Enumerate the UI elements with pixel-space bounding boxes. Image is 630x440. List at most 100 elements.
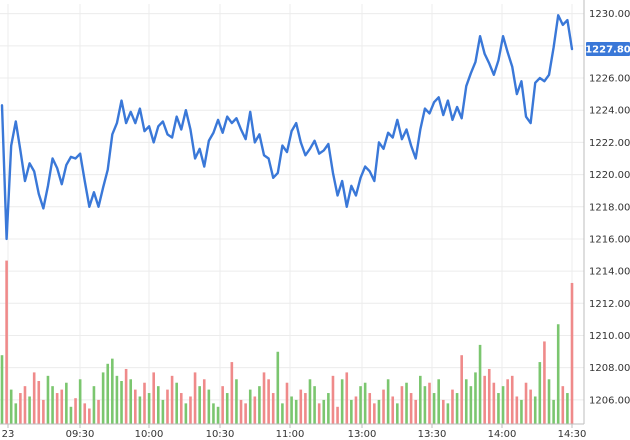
volume-bar — [359, 386, 362, 424]
volume-bar — [382, 389, 385, 424]
y-tick-label: 1214.00 — [589, 267, 630, 278]
volume-bar — [78, 379, 82, 424]
y-tick-label: 1222.00 — [589, 138, 630, 149]
volume-bar — [313, 386, 316, 424]
volume-bar — [308, 379, 312, 424]
volume-bar — [9, 389, 13, 424]
volume-bar — [547, 379, 551, 424]
volume-bar — [51, 386, 54, 424]
volume-bar — [533, 396, 537, 424]
volume-bar — [55, 393, 59, 424]
volume-bar — [134, 389, 137, 424]
volume-bar — [258, 386, 261, 424]
volume-bar — [285, 382, 289, 424]
y-tick-label: 1216.00 — [589, 234, 630, 245]
y-tick-label: 1208.00 — [589, 363, 630, 374]
volume-bar — [244, 403, 247, 424]
volume-bar — [464, 379, 468, 424]
volume-bar — [65, 382, 68, 424]
volume-bar — [566, 393, 569, 424]
volume-bar — [230, 362, 234, 424]
volume-bar — [28, 396, 31, 424]
volume-bar — [483, 375, 486, 424]
volume-bar — [239, 399, 243, 424]
volume-bar — [193, 372, 197, 424]
volume-bar — [37, 381, 41, 424]
volume-bar — [469, 386, 473, 424]
volume-bar — [101, 372, 105, 424]
volume-bar — [510, 375, 514, 424]
volume-bar — [506, 379, 509, 424]
volume-bar — [497, 393, 500, 424]
volume-bar — [327, 393, 330, 424]
last-price-badge — [586, 42, 630, 57]
volume-bar — [248, 389, 252, 424]
volume-bar — [350, 399, 353, 424]
y-tick-label: 1212.00 — [589, 299, 630, 310]
volume-bar — [138, 396, 142, 424]
volume-bar — [400, 386, 404, 424]
y-tick-label: 1218.00 — [589, 202, 630, 213]
last-price-badge-group: 1227.80 — [585, 42, 630, 57]
volume-bar — [152, 372, 155, 424]
price-line — [0, 14, 574, 241]
x-tick-label: 23 — [2, 429, 15, 440]
y-tick-label: 1220.00 — [589, 170, 630, 181]
volume-bar — [322, 399, 326, 424]
volume-bar — [115, 375, 119, 424]
volume-bar — [432, 393, 436, 424]
volume-bar — [345, 372, 349, 424]
volume-bar — [455, 393, 459, 424]
volume-bar — [216, 406, 220, 424]
volume-bar — [253, 396, 257, 424]
y-tick-labels: 1230.001228.001226.001224.001222.001220.… — [589, 9, 630, 406]
x-tick-label: 10:30 — [206, 429, 235, 440]
volume-bar — [161, 399, 165, 424]
volume-bar — [529, 389, 532, 424]
volume-bar — [202, 379, 206, 424]
volume-bar — [524, 382, 528, 424]
volume-bar — [5, 260, 8, 424]
volume-bar — [166, 389, 169, 424]
volume-bar — [409, 393, 413, 424]
volume-bar — [474, 372, 477, 424]
y-tick-label: 1230.00 — [589, 9, 630, 20]
volume-bar — [396, 403, 399, 424]
volume-bar — [336, 406, 339, 424]
volume-bar — [0, 355, 4, 424]
volume-bar — [221, 386, 224, 424]
volume-bar — [487, 368, 491, 424]
volume-bar — [354, 396, 358, 424]
volume-bar — [143, 382, 146, 424]
volume-bar — [276, 351, 280, 424]
volume-bar — [179, 393, 183, 424]
volume-bars — [0, 260, 574, 424]
x-tick-label: 11:00 — [276, 429, 305, 440]
volume-bar — [478, 344, 482, 424]
volume-bar — [428, 382, 431, 424]
volume-bar — [23, 386, 27, 424]
volume-bar — [42, 399, 45, 424]
volume-bar — [363, 382, 367, 424]
x-tick-label: 14:30 — [558, 429, 587, 440]
x-tick-label: 13:30 — [418, 429, 447, 440]
volume-bar — [46, 375, 50, 424]
volume-bar — [74, 398, 77, 424]
y-tick-label: 1206.00 — [589, 395, 630, 406]
volume-bar — [124, 368, 128, 424]
x-tick-label: 10:00 — [135, 429, 164, 440]
volume-bar — [492, 382, 496, 424]
volume-bar — [368, 393, 372, 424]
x-tick-label: 13:00 — [348, 429, 377, 440]
volume-bar — [175, 382, 178, 424]
axes — [0, 0, 585, 425]
volume-bar — [299, 389, 303, 424]
volume-bar — [460, 355, 463, 424]
volume-bar — [520, 399, 523, 424]
volume-bar — [83, 403, 87, 424]
y-tick-label: 1210.00 — [589, 331, 630, 342]
volume-bar — [294, 399, 298, 424]
volume-bar — [331, 375, 335, 424]
volume-bar — [129, 379, 133, 424]
